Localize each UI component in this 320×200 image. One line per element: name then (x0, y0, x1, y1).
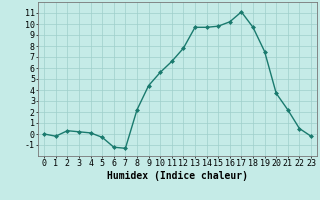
X-axis label: Humidex (Indice chaleur): Humidex (Indice chaleur) (107, 171, 248, 181)
